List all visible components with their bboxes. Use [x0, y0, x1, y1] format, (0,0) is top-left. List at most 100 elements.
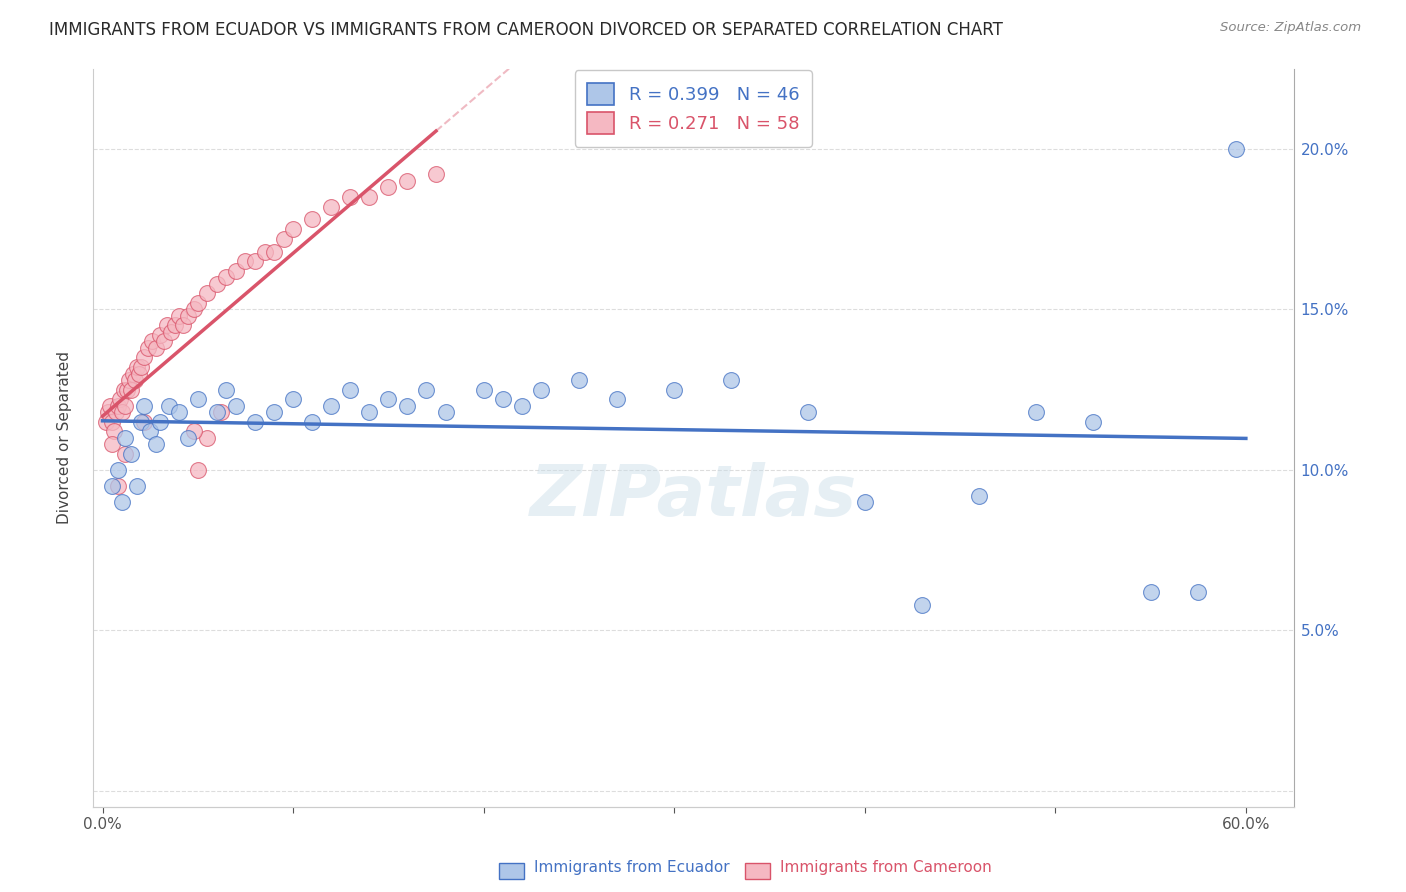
Point — [205, 277, 228, 291]
Point — [853, 495, 876, 509]
Point — [281, 392, 304, 407]
Point — [209, 405, 232, 419]
Point — [396, 174, 419, 188]
Point — [215, 383, 238, 397]
Point — [187, 392, 209, 407]
Point — [112, 383, 135, 397]
Text: Immigrants from Cameroon: Immigrants from Cameroon — [780, 861, 993, 875]
Point — [510, 399, 533, 413]
Point — [97, 405, 120, 419]
Point — [1187, 585, 1209, 599]
Point — [152, 334, 174, 349]
Point — [243, 415, 266, 429]
Point — [415, 383, 437, 397]
Text: Immigrants from Ecuador: Immigrants from Ecuador — [534, 861, 730, 875]
Point — [195, 431, 218, 445]
Point — [177, 309, 200, 323]
Point — [568, 373, 591, 387]
Point — [134, 415, 156, 429]
Point — [110, 495, 132, 509]
Point — [118, 373, 141, 387]
Point — [281, 222, 304, 236]
Point — [172, 318, 194, 333]
Point — [796, 405, 818, 419]
Point — [145, 341, 167, 355]
Point — [301, 212, 323, 227]
Point — [149, 328, 172, 343]
Text: ZIPatlas: ZIPatlas — [530, 462, 856, 532]
Point — [124, 373, 146, 387]
Point — [114, 431, 136, 445]
Point — [183, 302, 205, 317]
Text: Source: ZipAtlas.com: Source: ZipAtlas.com — [1220, 21, 1361, 35]
Point — [187, 296, 209, 310]
Point — [167, 405, 190, 419]
Point — [377, 180, 399, 194]
Point — [108, 392, 131, 407]
Point — [125, 479, 148, 493]
Point — [1025, 405, 1047, 419]
Point — [1225, 142, 1247, 156]
Point — [110, 405, 132, 419]
Point — [103, 425, 125, 439]
Point — [114, 399, 136, 413]
Point — [129, 415, 152, 429]
Point — [107, 399, 129, 413]
Point — [101, 415, 124, 429]
Point — [134, 351, 156, 365]
Point — [149, 415, 172, 429]
Point — [273, 232, 295, 246]
Point — [301, 415, 323, 429]
Point — [101, 479, 124, 493]
Point — [107, 463, 129, 477]
Point — [606, 392, 628, 407]
Point — [187, 463, 209, 477]
Point — [120, 383, 142, 397]
Point — [141, 334, 163, 349]
Point — [359, 405, 381, 419]
Point — [530, 383, 553, 397]
Point — [136, 341, 159, 355]
Point — [195, 286, 218, 301]
Point — [183, 425, 205, 439]
Point — [263, 405, 285, 419]
Point — [1139, 585, 1161, 599]
Point — [101, 437, 124, 451]
Point — [104, 405, 127, 419]
Point — [157, 399, 180, 413]
Point — [321, 200, 343, 214]
Point — [177, 431, 200, 445]
Point — [359, 190, 381, 204]
Point — [967, 489, 990, 503]
Point — [492, 392, 515, 407]
Text: IMMIGRANTS FROM ECUADOR VS IMMIGRANTS FROM CAMEROON DIVORCED OR SEPARATED CORREL: IMMIGRANTS FROM ECUADOR VS IMMIGRANTS FR… — [49, 21, 1002, 39]
Point — [235, 254, 257, 268]
Point — [321, 399, 343, 413]
Point — [120, 447, 142, 461]
Point — [377, 392, 399, 407]
Point — [434, 405, 457, 419]
Legend: R = 0.399   N = 46, R = 0.271   N = 58: R = 0.399 N = 46, R = 0.271 N = 58 — [575, 70, 813, 146]
Point — [139, 425, 162, 439]
Point — [122, 367, 145, 381]
Point — [425, 168, 447, 182]
Point — [339, 190, 361, 204]
Point — [114, 447, 136, 461]
Point — [167, 309, 190, 323]
Point — [911, 598, 934, 612]
Point — [664, 383, 686, 397]
Point — [225, 399, 247, 413]
Point — [163, 318, 186, 333]
Point — [1083, 415, 1105, 429]
Point — [720, 373, 742, 387]
Point — [98, 399, 121, 413]
Y-axis label: Divorced or Separated: Divorced or Separated — [58, 351, 72, 524]
Point — [117, 383, 139, 397]
Point — [243, 254, 266, 268]
Point — [339, 383, 361, 397]
Point — [396, 399, 419, 413]
Point — [145, 437, 167, 451]
Point — [134, 399, 156, 413]
Point — [225, 264, 247, 278]
Point — [472, 383, 495, 397]
